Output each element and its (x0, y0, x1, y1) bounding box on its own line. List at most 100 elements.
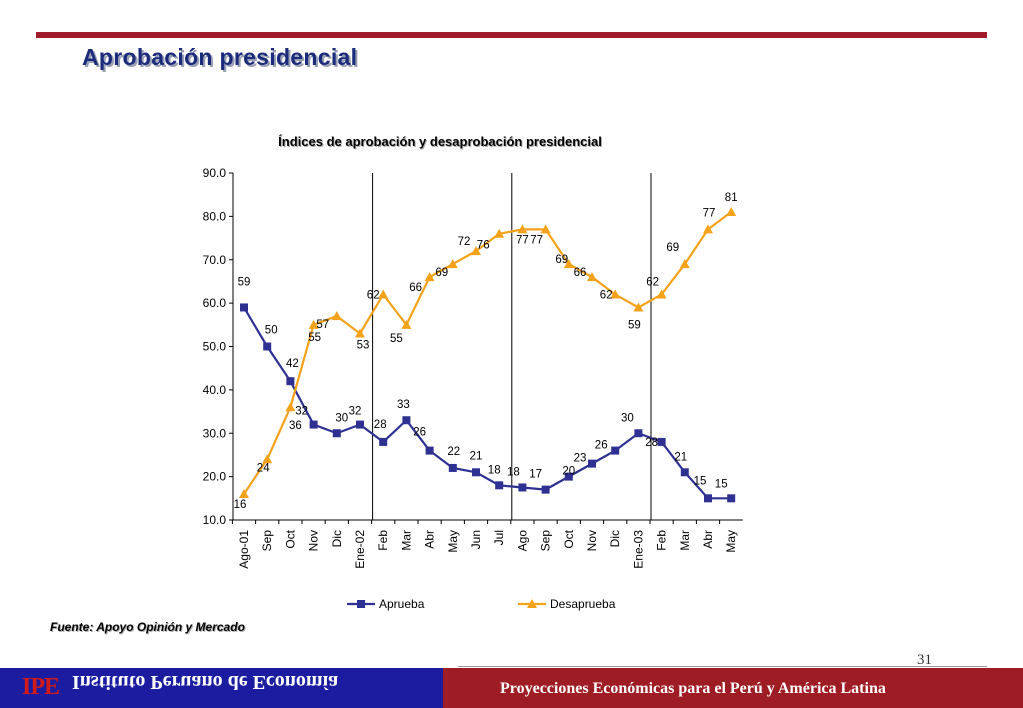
footer-tagline-bar: Proyecciones Económicas para el Perú y A… (443, 668, 1023, 708)
footer-divider (458, 666, 987, 667)
aprueba-point (309, 420, 318, 429)
legend-label-desaprueba: Desaprueba (550, 597, 616, 611)
x-tick-label: Ene-02 (353, 530, 367, 569)
y-tick-label: 50.0 (203, 340, 227, 354)
desaprueba-point (517, 224, 528, 234)
desaprueba-point (471, 246, 481, 256)
desaprueba-point (679, 259, 690, 269)
aprueba-data-label: 17 (529, 469, 542, 481)
top-accent-rule (36, 32, 987, 38)
desaprueba-data-label: 69 (555, 254, 568, 266)
y-tick-label: 90.0 (203, 166, 227, 180)
desaprueba-data-label: 55 (390, 333, 403, 345)
desaprueba-data-label: 69 (435, 267, 448, 279)
aprueba-data-label: 59 (238, 276, 251, 288)
x-tick-label: Jun (469, 530, 483, 549)
aprueba-point (680, 468, 689, 477)
desaprueba-data-label: 76 (477, 240, 490, 252)
slide-title: Aprobación presidencial (82, 44, 358, 70)
legend-marker-aprueba (357, 600, 365, 608)
aprueba-point (727, 494, 736, 503)
aprueba-line (243, 306, 732, 500)
institute-name: Instituto Peruano de Economía (72, 671, 339, 693)
aprueba-point (634, 429, 643, 438)
x-tick-label: Feb (376, 530, 390, 551)
desaprueba-data-label: 77 (530, 234, 543, 246)
aprueba-point (704, 494, 712, 503)
aprueba-data-label: 30 (335, 412, 348, 424)
desaprueba-data-label: 36 (289, 420, 302, 432)
desaprueba-data-label: 62 (367, 289, 380, 301)
page-number: 31 (917, 652, 932, 668)
desaprueba-point (355, 328, 365, 338)
aprueba-data-label: 30 (621, 412, 634, 424)
desaprueba-point (610, 289, 621, 299)
desaprueba-point (563, 259, 574, 269)
desaprueba-data-label: 77 (516, 234, 529, 246)
aprueba-point (448, 463, 457, 472)
legend-label-aprueba: Aprueba (379, 597, 425, 611)
aprueba-point (379, 437, 388, 446)
aprueba-point (564, 472, 573, 481)
desaprueba-data-label: 24 (257, 462, 270, 474)
desaprueba-point (703, 224, 713, 234)
aprueba-point (518, 483, 527, 492)
x-tick-label: May (724, 530, 738, 553)
chart-axes: 10.0 20.0 30.0 40.0 50.0 60.0 70.0 80.0 90.0 Ago-… (203, 166, 743, 569)
desaprueba-line (243, 211, 732, 495)
x-tick-label: Ago-01 (237, 530, 251, 569)
x-tick-label: Feb (655, 530, 669, 551)
desaprueba-point (726, 207, 737, 217)
desaprueba-data-label: 62 (600, 289, 613, 301)
desaprueba-data-label: 16 (234, 499, 247, 511)
aprueba-data-label: 18 (507, 466, 520, 478)
x-tick-label: Ene-03 (631, 530, 645, 569)
aprueba-data-label: 26 (595, 440, 608, 452)
aprueba-point (425, 446, 434, 455)
x-tick-label: Oct (283, 529, 297, 548)
x-tick-label: Dic (608, 530, 622, 547)
y-tick-label: 60.0 (203, 296, 227, 310)
x-tick-label: Ago (515, 530, 529, 552)
desaprueba-data-label: 77 (703, 207, 716, 219)
aprueba-data-label: 21 (674, 451, 687, 463)
y-tick-label: 70.0 (203, 253, 227, 267)
desaprueba-data-label: 66 (574, 267, 587, 279)
desaprueba-data-label: 53 (357, 339, 370, 351)
footer-tagline: Proyecciones Económicas para el Perú y A… (500, 680, 886, 697)
desaprueba-data-label: 69 (666, 242, 679, 254)
aprueba-data-label: 50 (265, 325, 278, 337)
aprueba-point (611, 446, 620, 455)
legend-item-aprueba: Aprueba (347, 597, 425, 611)
aprueba-data-label: 15 (715, 478, 728, 490)
aprueba-point (588, 459, 596, 468)
source-note: Fuente: Apoyo Opinión y Mercado (50, 620, 245, 634)
x-tick-label: Oct (562, 529, 576, 548)
desaprueba-point (633, 302, 644, 312)
y-tick-label: 30.0 (203, 426, 227, 440)
x-tick-label: Dic (330, 530, 344, 547)
aprueba-data-label: 20 (562, 466, 575, 478)
chart-legend: Aprueba Desaprueba (347, 597, 616, 611)
desaprueba-point (401, 319, 412, 329)
aprueba-point (286, 377, 295, 386)
aprueba-point (657, 437, 666, 446)
y-tick-label: 40.0 (203, 383, 227, 397)
desaprueba-data-label: 57 (316, 319, 329, 331)
aprueba-data-label: 42 (286, 358, 299, 370)
aprueba-data-label: 18 (488, 464, 501, 476)
aprueba-point (332, 429, 341, 438)
aprueba-data-label: 23 (574, 453, 587, 465)
aprueba-point (263, 342, 272, 351)
x-tick-label: Sep (260, 530, 274, 552)
aprueba-point (472, 468, 480, 477)
x-tick-label: Mar (399, 530, 413, 551)
aprueba-point (541, 485, 550, 494)
x-tick-label: Jul (492, 530, 506, 545)
desaprueba-data-label: 59 (628, 319, 641, 331)
desaprueba-point (308, 319, 319, 329)
